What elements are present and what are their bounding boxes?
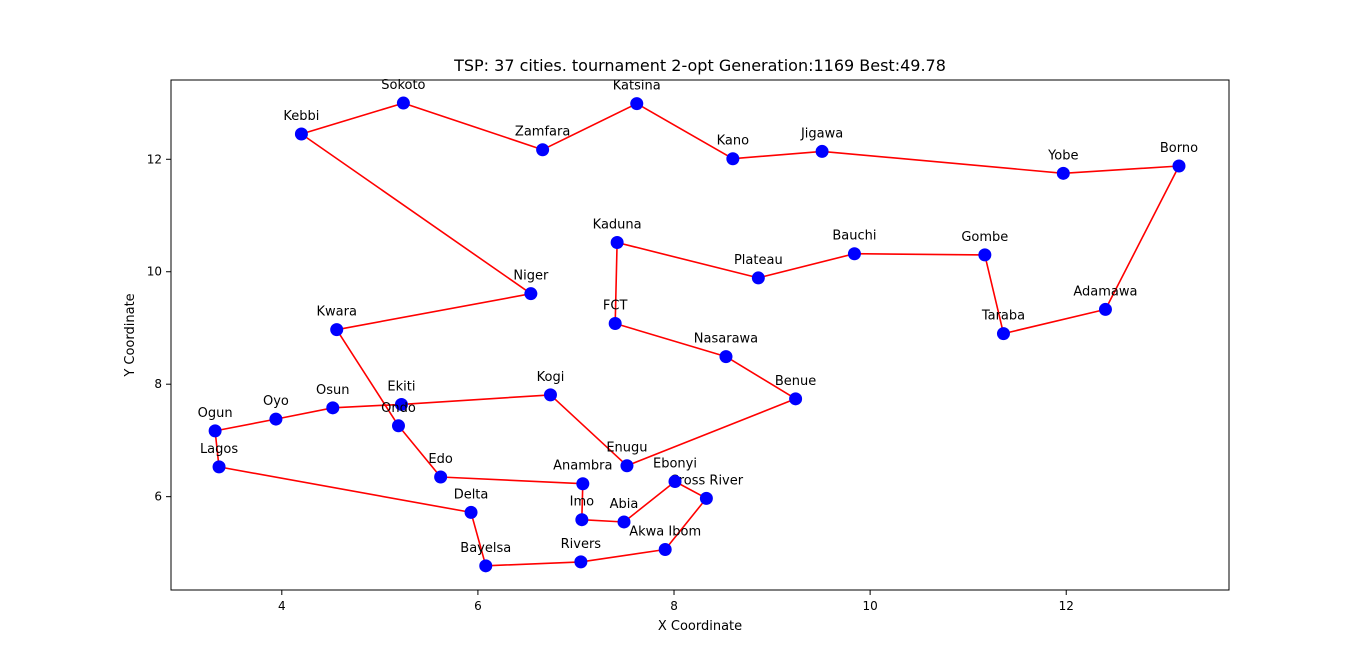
city-label-bayelsa: Bayelsa xyxy=(460,541,511,556)
city-marker-ondo xyxy=(391,419,405,433)
city-label-enugu: Enugu xyxy=(606,441,647,456)
city-marker-edo xyxy=(434,470,448,484)
city-marker-oyo xyxy=(269,412,283,426)
tour-route-line xyxy=(214,102,1180,567)
city-label-osun: Osun xyxy=(316,383,349,398)
city-marker-fct xyxy=(608,316,622,330)
city-label-rivers: Rivers xyxy=(561,537,602,552)
x-axis-label: X Coordinate xyxy=(658,619,742,634)
city-label-kwara: Kwara xyxy=(316,305,356,320)
city-marker-ekiti xyxy=(394,397,408,411)
city-marker-kwara xyxy=(330,323,344,337)
city-marker-ogun xyxy=(208,424,222,438)
city-label-abia: Abia xyxy=(610,497,639,512)
city-label-niger: Niger xyxy=(513,269,549,284)
city-label-borno: Borno xyxy=(1160,141,1198,156)
city-label-plateau: Plateau xyxy=(734,253,783,268)
city-label-oyo: Oyo xyxy=(263,394,289,409)
x-tick-label: 4 xyxy=(278,599,286,613)
city-marker-lagos xyxy=(212,460,226,474)
city-label-nasarawa: Nasarawa xyxy=(694,332,758,347)
city-marker-benue xyxy=(789,392,803,406)
city-marker-imo xyxy=(575,513,589,527)
y-tick-label: 10 xyxy=(147,265,162,279)
city-marker-yobe xyxy=(1056,166,1070,180)
city-label-kaduna: Kaduna xyxy=(593,218,642,233)
city-marker-kano xyxy=(726,152,740,166)
city-label-kebbi: Kebbi xyxy=(283,109,319,124)
city-marker-cross-river xyxy=(699,491,713,505)
city-marker-kebbi xyxy=(294,127,308,141)
x-tick-label: 12 xyxy=(1059,599,1074,613)
city-label-ogun: Ogun xyxy=(198,406,233,421)
x-tick-label: 8 xyxy=(670,599,678,613)
plot-frame xyxy=(170,79,1230,591)
city-marker-delta xyxy=(464,505,478,519)
city-marker-taraba xyxy=(996,327,1010,341)
city-label-sokoto: Sokoto xyxy=(381,78,425,93)
city-label-ebonyi: Ebonyi xyxy=(653,456,697,471)
city-label-jigawa: Jigawa xyxy=(800,126,843,141)
city-marker-abia xyxy=(617,515,631,529)
city-marker-ebonyi xyxy=(668,474,682,488)
city-marker-kogi xyxy=(543,388,557,402)
city-label-ondo: Ondo xyxy=(381,401,416,416)
city-label-akwa-ibom: Akwa Ibom xyxy=(629,525,701,540)
city-marker-jigawa xyxy=(815,144,829,158)
plot-area: Kebbi Sokoto Zamfara Katsina Kano Jigawa Yobe B… xyxy=(198,78,1198,573)
axis-ticks: 4 6 8 10 12 6 8 10 12 xyxy=(147,79,1230,613)
y-tick-label: 12 xyxy=(147,152,162,166)
city-marker-sokoto xyxy=(396,96,410,110)
city-marker-rivers xyxy=(574,555,588,569)
city-label-benue: Benue xyxy=(775,374,816,389)
x-tick-label: 6 xyxy=(474,599,482,613)
city-marker-anambra xyxy=(576,477,590,491)
city-label-kano: Kano xyxy=(717,134,750,149)
city-label-imo: Imo xyxy=(570,495,594,510)
city-marker-nasarawa xyxy=(719,350,733,364)
city-marker-gombe xyxy=(978,248,992,262)
chart-title: TSP: 37 cities. tournament 2-opt Generat… xyxy=(453,56,946,75)
city-label-fct: FCT xyxy=(603,298,628,313)
city-label-adamawa: Adamawa xyxy=(1073,284,1137,299)
city-marker-borno xyxy=(1172,159,1186,173)
city-label-lagos: Lagos xyxy=(200,442,238,457)
city-marker-zamfara xyxy=(536,143,550,157)
city-marker-niger xyxy=(524,287,538,301)
x-tick-label: 10 xyxy=(862,599,877,613)
city-marker-akwa-ibom xyxy=(658,543,672,557)
city-marker-adamawa xyxy=(1098,302,1112,316)
city-label-delta: Delta xyxy=(454,487,489,502)
city-marker-katsina xyxy=(630,97,644,111)
city-label-cross-river: Cross River xyxy=(670,473,744,488)
city-label-kogi: Kogi xyxy=(537,370,565,385)
city-label-ekiti: Ekiti xyxy=(387,379,415,394)
city-marker-bauchi xyxy=(847,247,861,261)
city-marker-osun xyxy=(326,401,340,415)
city-label-taraba: Taraba xyxy=(981,309,1025,324)
city-label-bauchi: Bauchi xyxy=(832,229,876,244)
city-marker-enugu xyxy=(620,459,634,473)
y-axis-label: Y Coordinate xyxy=(123,293,138,377)
city-label-katsina: Katsina xyxy=(613,79,661,94)
city-label-zamfara: Zamfara xyxy=(515,125,570,140)
y-tick-label: 8 xyxy=(154,377,162,391)
city-label-yobe: Yobe xyxy=(1047,148,1078,163)
city-label-anambra: Anambra xyxy=(553,459,612,474)
city-marker-bayelsa xyxy=(479,559,493,573)
city-label-gombe: Gombe xyxy=(961,230,1008,245)
city-marker-plateau xyxy=(751,271,765,285)
y-tick-label: 6 xyxy=(154,490,162,504)
city-marker-kaduna xyxy=(610,236,624,250)
city-label-edo: Edo xyxy=(428,452,452,467)
